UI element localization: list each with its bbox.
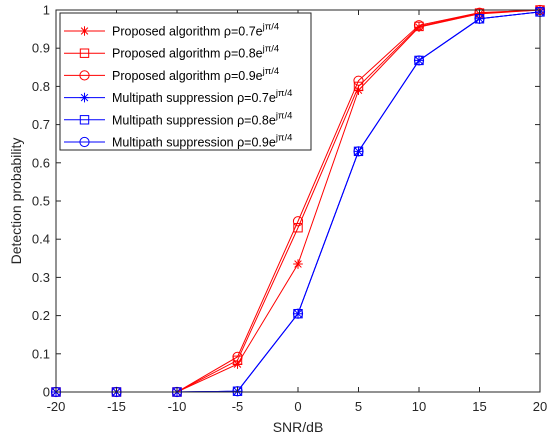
data-point [293,259,303,269]
x-tick-label: -20 [47,399,66,414]
x-tick-label: -10 [168,399,187,414]
legend-marker [79,136,90,148]
data-point [292,216,304,227]
legend-label: Proposed algorithm ρ=0.7ejπ/4 [112,22,279,39]
data-point [414,22,424,32]
y-tick-label: 0.4 [32,232,50,247]
legend-entry: Multipath suppression ρ=0.7ejπ/4 [64,88,292,105]
data-point [413,20,425,31]
x-tick-label: 10 [412,399,426,414]
data-point [353,75,364,86]
y-tick-label: 0.5 [32,194,50,209]
legend-entry: Proposed algorithm ρ=0.9ejπ/4 [64,66,279,83]
y-tick-label: 0.2 [32,308,50,323]
legend-label: Multipath suppression ρ=0.9ejπ/4 [112,133,292,150]
y-tick-label: 0.8 [32,79,50,94]
legend-entry: Proposed algorithm ρ=0.8ejπ/4 [64,44,279,61]
y-tick-label: 0.1 [32,346,50,361]
y-tick-label: 0.7 [32,117,50,132]
legend-entry: Proposed algorithm ρ=0.7ejπ/4 [64,22,279,39]
x-tick-label: 0 [294,399,301,414]
x-axis-title: SNR/dB [273,419,324,435]
legend: Proposed algorithm ρ=0.7ejπ/4 Proposed al… [59,12,312,151]
legend-marker [79,92,90,103]
data-point [292,308,304,319]
x-tick-label: 5 [355,399,362,414]
data-point [353,81,364,92]
legend-label: Multipath suppression ρ=0.7ejπ/4 [112,88,292,105]
legend-entry: Multipath suppression ρ=0.9ejπ/4 [64,133,292,150]
legend-marker [79,26,90,36]
y-tick-label: 0 [43,385,50,400]
data-point [353,146,364,157]
x-tick-label: 20 [533,399,547,414]
legend-label: Proposed algorithm ρ=0.9ejπ/4 [112,66,279,83]
y-tick-label: 1 [43,3,50,18]
legend-label: Multipath suppression ρ=0.8ejπ/4 [112,110,292,127]
x-axis: -20 -15 -10 -5 0 5 10 15 20 [47,10,547,414]
legend-marker [79,70,90,81]
x-tick-label: 15 [472,399,486,414]
y-tick-label: 0.9 [32,41,50,56]
legend-marker [79,48,90,58]
legend-label: Proposed algorithm ρ=0.8ejπ/4 [112,44,279,61]
x-tick-label: -15 [107,399,126,414]
legend-entry: Multipath suppression ρ=0.8ejπ/4 [64,110,292,127]
x-tick-label: -5 [232,399,244,414]
data-point [232,386,243,397]
y-axis: 0 0.1 0.2 0.3 0.4 0.5 0.6 0.7 0.8 0.9 1 [32,3,540,400]
y-tick-label: 0.6 [32,155,50,170]
legend-marker [79,115,90,125]
data-point [293,223,303,233]
y-axis-title: Detection probability [8,138,24,265]
data-point [232,351,243,362]
legend-box [59,12,312,151]
y-tick-label: 0.3 [32,270,50,285]
data-point [413,55,425,66]
